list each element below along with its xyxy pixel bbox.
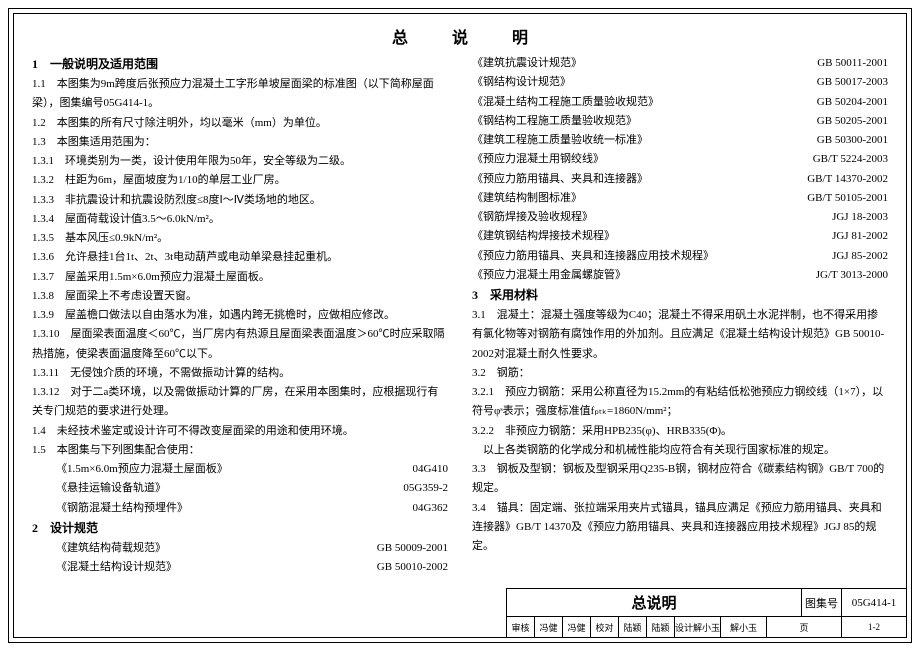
page-border: 总 说 明 1 一般说明及适用范围1.1 本图集为9m跨度后张预应力混凝土工字形… (8, 8, 912, 643)
std-code: JGJ 85-2002 (832, 247, 888, 266)
std-code: GB 50205-2001 (817, 112, 888, 131)
body-line: 1.3.4 屋面荷载设计值3.5～6.0kN/m²。 (32, 210, 448, 229)
ref-code: 05G359-2 (403, 479, 448, 498)
std-code: GB/T 50105-2001 (807, 189, 888, 208)
standard-line: 《预应力混凝土用金属螺旋管》 JG/T 3013-2000 (472, 266, 888, 285)
body-line: 3.2.1 预应力钢筋：采用公称直径为15.2mm的有粘结低松弛预应力钢绞线（1… (472, 383, 888, 422)
std-code: JG/T 3013-2000 (816, 266, 888, 285)
footer-row: 审核冯健冯健校对陆颖陆颖设计解小玉解小玉页1-2 (507, 617, 906, 637)
body-line: 1.3.6 允许悬挂1台1t、2t、3t电动葫芦或电动单梁悬挂起重机。 (32, 248, 448, 267)
std-code: GB/T 5224-2003 (813, 150, 888, 169)
body-line: 3.2.2 非预应力钢筋：采用HPB235(φ)、HRB335(Φ)。 (472, 422, 888, 441)
standard-line: 《钢筋焊接及验收规程》 JGJ 18-2003 (472, 208, 888, 227)
body-line: 1.3.3 非抗震设计和抗震设防烈度≤8度Ⅰ～Ⅳ类场地的地区。 (32, 191, 448, 210)
footer-cell: 陆颖 (647, 617, 675, 637)
standard-line: 《预应力筋用锚具、夹具和连接器应用技术规程》 JGJ 85-2002 (472, 247, 888, 266)
footer-cell: 陆颖 (619, 617, 647, 637)
footer-title: 总说明 (507, 589, 802, 616)
album-code: 05G414-1 (842, 589, 906, 616)
content-area: 总 说 明 1 一般说明及适用范围1.1 本图集为9m跨度后张预应力混凝土工字形… (13, 13, 907, 638)
title-block: 总说明 图集号 05G414-1 审核冯健冯健校对陆颖陆颖设计解小玉解小玉页1-… (506, 588, 906, 637)
standard-line: 《钢结构工程施工质量验收规范》 GB 50205-2001 (472, 112, 888, 131)
std-code: GB/T 14370-2002 (807, 170, 888, 189)
ref-line: 《建筑结构荷载规范》 GB 50009-2001 (32, 539, 448, 558)
body-line: 1.3.7 屋盖采用1.5m×6.0m预应力混凝土屋面板。 (32, 268, 448, 287)
body-line: 1.3.9 屋盖檐口做法以自由落水为准，如遇内跨无挑檐时，应做相应修改。 (32, 306, 448, 325)
footer-cell: 审核 (507, 617, 535, 637)
standard-line: 《建筑工程施工质量验收统一标准》 GB 50300-2001 (472, 131, 888, 150)
body-line: 1.4 未经技术鉴定或设计许可不得改变屋面梁的用途和使用环境。 (32, 422, 448, 441)
std-name: 《预应力筋用锚具、夹具和连接器》 (472, 170, 648, 189)
std-code: JGJ 18-2003 (832, 208, 888, 227)
standard-line: 《预应力混凝土用钢绞线》 GB/T 5224-2003 (472, 150, 888, 169)
album-label: 图集号 (802, 589, 842, 616)
std-code: GB 50011-2001 (817, 54, 888, 73)
std-name: 《预应力混凝土用钢绞线》 (472, 150, 604, 169)
ref-code: 04G362 (413, 499, 448, 518)
ref-code: GB 50010-2002 (377, 558, 448, 577)
footer-cell: 校对 (591, 617, 619, 637)
ref-line: 《悬挂运输设备轨道》 05G359-2 (32, 479, 448, 498)
standard-line: 《建筑钢结构焊接技术规程》 JGJ 81-2002 (472, 227, 888, 246)
body-line: 3.4 锚具：固定端、张拉端采用夹片式锚具，锚具应满足《预应力筋用锚具、夹具和连… (472, 499, 888, 557)
columns: 1 一般说明及适用范围1.1 本图集为9m跨度后张预应力混凝土工字形单坡屋面梁的… (32, 54, 888, 544)
ref-name: 《悬挂运输设备轨道》 (56, 479, 166, 498)
footer-cell: 解小玉 (721, 617, 767, 637)
ref-name: 《钢筋混凝土结构预埋件》 (56, 499, 188, 518)
footer-cell: 冯健 (535, 617, 563, 637)
standard-line: 《建筑抗震设计规范》 GB 50011-2001 (472, 54, 888, 73)
ref-line: 《1.5m×6.0m预应力混凝土屋面板》 04G410 (32, 460, 448, 479)
body-line: 1.1 本图集为9m跨度后张预应力混凝土工字形单坡屋面梁的标准图（以下简称屋面梁… (32, 75, 448, 114)
std-code: GB 50017-2003 (817, 73, 888, 92)
page-number: 1-2 (842, 617, 906, 637)
ref-code: GB 50009-2001 (377, 539, 448, 558)
standard-line: 《钢结构设计规范》 GB 50017-2003 (472, 73, 888, 92)
section-2-title: 2 设计规范 (32, 518, 448, 539)
std-code: GB 50300-2001 (817, 131, 888, 150)
section-3-title: 3 采用材料 (472, 285, 888, 306)
std-code: JGJ 81-2002 (832, 227, 888, 246)
std-name: 《钢筋焊接及验收规程》 (472, 208, 593, 227)
std-name: 《建筑抗震设计规范》 (472, 54, 582, 73)
section-1-title: 1 一般说明及适用范围 (32, 54, 448, 75)
footer-cell: 冯健 (563, 617, 591, 637)
body-line: 1.3.10 屋面梁表面温度＜60℃，当厂房内有热源且屋面梁表面温度＞60℃时应… (32, 325, 448, 364)
std-name: 《钢结构工程施工质量验收规范》 (472, 112, 637, 131)
body-line: 3.2 钢筋： (472, 364, 888, 383)
std-name: 《建筑结构制图标准》 (472, 189, 582, 208)
standard-line: 《预应力筋用锚具、夹具和连接器》 GB/T 14370-2002 (472, 170, 888, 189)
body-line: 1.3.5 基本风压≤0.9kN/m²。 (32, 229, 448, 248)
body-line: 以上各类钢筋的化学成分和机械性能均应符合有关现行国家标准的规定。 (472, 441, 888, 460)
main-title: 总 说 明 (32, 24, 888, 48)
std-name: 《建筑钢结构焊接技术规程》 (472, 227, 615, 246)
std-name: 《预应力筋用锚具、夹具和连接器应用技术规程》 (472, 247, 714, 266)
body-line: 1.3.11 无侵蚀介质的环境，不需做振动计算的结构。 (32, 364, 448, 383)
std-name: 《钢结构设计规范》 (472, 73, 571, 92)
body-line: 3.3 钢板及型钢：钢板及型钢采用Q235-B钢，钢材应符合《碳素结构钢》GB/… (472, 460, 888, 499)
standard-line: 《建筑结构制图标准》 GB/T 50105-2001 (472, 189, 888, 208)
standard-line: 《混凝土结构工程施工质量验收规范》 GB 50204-2001 (472, 93, 888, 112)
body-line: 1.5 本图集与下列图集配合使用： (32, 441, 448, 460)
std-name: 《混凝土结构工程施工质量验收规范》 (472, 93, 659, 112)
std-name: 《建筑工程施工质量验收统一标准》 (472, 131, 648, 150)
body-line: 1.2 本图集的所有尺寸除注明外，均以毫米（mm）为单位。 (32, 114, 448, 133)
body-line: 1.3 本图集适用范围为： (32, 133, 448, 152)
ref-line: 《钢筋混凝土结构预埋件》 04G362 (32, 499, 448, 518)
ref-name: 《建筑结构荷载规范》 (56, 539, 166, 558)
ref-name: 《混凝土结构设计规范》 (56, 558, 177, 577)
body-line: 1.3.2 柱距为6m，屋面坡度为1/10的单层工业厂房。 (32, 171, 448, 190)
right-column: 《建筑抗震设计规范》 GB 50011-2001 《钢结构设计规范》 GB 50017… (472, 54, 888, 544)
std-code: GB 50204-2001 (817, 93, 888, 112)
body-line: 1.3.1 环境类别为一类，设计使用年限为50年，安全等级为二级。 (32, 152, 448, 171)
std-name: 《预应力混凝土用金属螺旋管》 (472, 266, 626, 285)
footer-cell: 设计解小玉 (675, 617, 721, 637)
left-column: 1 一般说明及适用范围1.1 本图集为9m跨度后张预应力混凝土工字形单坡屋面梁的… (32, 54, 448, 544)
ref-name: 《1.5m×6.0m预应力混凝土屋面板》 (56, 460, 228, 479)
ref-line: 《混凝土结构设计规范》 GB 50010-2002 (32, 558, 448, 577)
ref-code: 04G410 (413, 460, 448, 479)
body-line: 1.3.8 屋面梁上不考虑设置天窗。 (32, 287, 448, 306)
body-line: 3.1 混凝土：混凝土强度等级为C40；混凝土不得采用矾土水泥拌制，也不得采用掺… (472, 306, 888, 364)
footer-cell: 页 (767, 617, 842, 637)
body-line: 1.3.12 对于二a类环境，以及需做振动计算的厂房，在采用本图集时，应根据现行… (32, 383, 448, 422)
